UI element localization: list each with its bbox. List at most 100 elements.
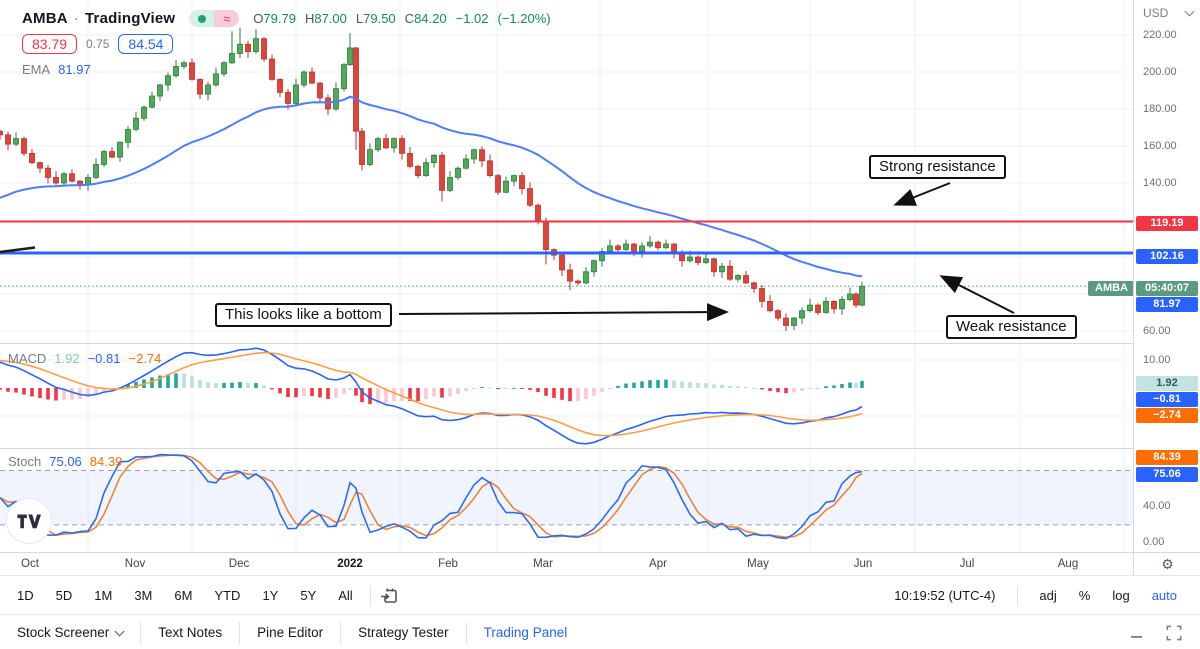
stoch-values: 75.06 84.39: [49, 454, 130, 469]
ema-value: 81.97: [58, 62, 91, 77]
axis-tick: 60.00: [1143, 325, 1171, 337]
clock-readout[interactable]: 10:19:52 (UTC-4): [894, 588, 996, 603]
axis-badge: 119.19: [1136, 215, 1198, 231]
tab-label: Strategy Tester: [358, 625, 449, 640]
tab-label: Trading Panel: [483, 625, 568, 640]
axis-tick: 220.00: [1143, 29, 1177, 41]
axis-badge: 84.39: [1136, 449, 1198, 465]
axis-tick: 0.00: [1143, 536, 1165, 548]
ohlc-readout: O79.79 H87.00 L79.50 C84.20 −1.02 (−1.20%): [253, 11, 550, 26]
month-label-jun[interactable]: Jun: [853, 558, 873, 570]
footer-tabs: Stock Screener Text Notes Pine Editor Strat…: [0, 615, 584, 649]
approx-icon: ≈: [214, 10, 240, 27]
option-log[interactable]: log: [1112, 588, 1130, 603]
macd-indicator-row[interactable]: MACD 1.92 −0.81 −2.74: [8, 351, 169, 366]
month-label-feb[interactable]: Feb: [438, 558, 458, 570]
tab-pine-editor[interactable]: Pine Editor: [240, 615, 340, 649]
range-all[interactable]: All: [338, 588, 353, 603]
axis-tick: 180.00: [1143, 103, 1177, 115]
axis-settings-cell: ⚙: [1133, 552, 1200, 576]
range-1m[interactable]: 1M: [94, 588, 113, 603]
brand-name: TradingView: [85, 10, 176, 27]
macd-value: 1.92: [54, 351, 80, 366]
window-controls: [1130, 625, 1200, 641]
currency-selector[interactable]: USD: [1143, 6, 1195, 20]
ema-label: EMA: [22, 62, 51, 77]
go-to-date-icon[interactable]: [379, 586, 399, 606]
chart-area[interactable]: AMBA · TradingView ≈ O79.79 H87.00 L79.50 C84…: [0, 0, 1135, 552]
tradingview-logo-icon: [17, 514, 41, 529]
pane-separator[interactable]: [0, 448, 1200, 449]
symbol-title[interactable]: AMBA · TradingView: [22, 10, 175, 27]
chevron-down-icon: [114, 626, 125, 636]
tab-separator: [340, 621, 342, 644]
axis-badge: −2.74: [1136, 407, 1198, 423]
bid-badge[interactable]: 83.79: [22, 34, 78, 54]
axis-badge: 75.06: [1136, 466, 1198, 482]
option-adj[interactable]: adj: [1039, 588, 1057, 603]
month-label-jul[interactable]: Jul: [959, 558, 975, 570]
range-1y[interactable]: 1Y: [262, 588, 279, 603]
settings-gear-icon[interactable]: ⚙: [1161, 556, 1174, 572]
tab-trading-panel[interactable]: Trading Panel: [467, 615, 585, 649]
ohlc-part: O79.79: [253, 11, 296, 26]
minimize-icon[interactable]: [1130, 626, 1144, 640]
axis-tick: 10.00: [1143, 354, 1171, 366]
stoch-value: 84.39: [89, 454, 123, 469]
tradingview-logo-watermark[interactable]: [6, 498, 52, 544]
scale-options: adj% log: [1030, 585, 1138, 606]
spread-value: 0.75: [86, 37, 110, 51]
tab-stock-screener[interactable]: Stock Screener: [0, 615, 140, 649]
month-label-oct[interactable]: Oct: [21, 558, 39, 570]
bid-ask-row: 83.79 0.75 84.54: [22, 34, 174, 54]
symbol-name: AMBA: [22, 10, 68, 27]
macd-value: −2.74: [128, 351, 162, 366]
month-label-mar[interactable]: Mar: [533, 558, 553, 570]
macd-values: 1.92 −0.81 −2.74: [54, 351, 169, 366]
annotation-strong-resistance[interactable]: Strong resistance: [869, 155, 1006, 179]
option--[interactable]: %: [1078, 588, 1091, 603]
main-chart-canvas[interactable]: [0, 0, 1133, 552]
month-label-may[interactable]: May: [747, 558, 769, 570]
month-label-aug[interactable]: Aug: [1057, 558, 1079, 570]
axis-badge: 1.92: [1136, 375, 1198, 391]
symbol-price-line-label: AMBA: [1088, 280, 1135, 296]
range-ytd[interactable]: YTD: [214, 588, 241, 603]
change: −1.02: [455, 11, 489, 26]
axis-badge: 102.16: [1136, 248, 1198, 264]
tab-label: Pine Editor: [257, 625, 324, 640]
axis-tick: 200.00: [1143, 66, 1177, 78]
stoch-indicator-row[interactable]: Stoch 75.06 84.39: [8, 454, 130, 469]
tab-strategy-tester[interactable]: Strategy Tester: [341, 615, 466, 649]
tab-text-notes[interactable]: Text Notes: [141, 615, 239, 649]
ema-indicator-row[interactable]: EMA 81.97: [22, 62, 91, 77]
date-range-buttons: 1D 5D 1M 3M 6M YTD 1Y 5Y All: [0, 585, 362, 606]
tab-label: Text Notes: [158, 625, 223, 640]
market-status-toggle[interactable]: ≈: [189, 10, 240, 27]
month-label-dec[interactable]: Dec: [228, 558, 250, 570]
time-axis[interactable]: Oct Nov Dec 2022 Feb Mar Apr May Jun Jul Aug: [0, 552, 1133, 576]
ohlc-part: L79.50: [355, 11, 396, 26]
range-3m[interactable]: 3M: [134, 588, 153, 603]
fullscreen-icon[interactable]: [1166, 625, 1182, 641]
tab-label: Stock Screener: [17, 625, 110, 640]
axis-tick: 40.00: [1143, 500, 1171, 512]
range-5d[interactable]: 5D: [55, 588, 73, 603]
toolbar-right-group: 10:19:52 (UTC-4) adj% log auto: [894, 585, 1200, 606]
ask-badge[interactable]: 84.54: [118, 34, 174, 54]
ohlc-part: C84.20: [404, 11, 447, 26]
range-5y[interactable]: 5Y: [300, 588, 317, 603]
annotation-weak-resistance[interactable]: Weak resistance: [946, 315, 1077, 339]
annotation-this-looks-like-a-bottom[interactable]: This looks like a bottom: [215, 303, 392, 327]
month-label-apr[interactable]: Apr: [649, 558, 667, 570]
range-6m[interactable]: 6M: [174, 588, 193, 603]
month-label-nov[interactable]: Nov: [124, 558, 146, 570]
range-1d[interactable]: 1D: [17, 588, 34, 603]
auto-scale-button[interactable]: auto: [1151, 588, 1177, 603]
pane-separator[interactable]: [0, 343, 1200, 344]
tab-separator: [465, 621, 467, 644]
month-label-2022[interactable]: 2022: [337, 558, 363, 570]
ohlc-part: H87.00: [304, 11, 347, 26]
price-scale[interactable]: USD 220.00 200.00 180.00 160.00 140.00 60.00 1…: [1133, 0, 1200, 552]
